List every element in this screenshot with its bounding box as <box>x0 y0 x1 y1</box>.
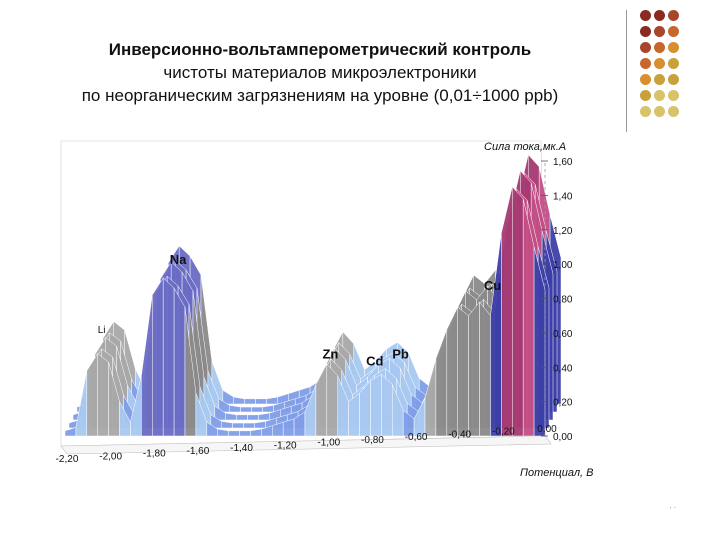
decorative-dot <box>668 74 679 85</box>
slide-title: Инверсионно-вольтамперометрический контр… <box>108 40 532 59</box>
surface-segment <box>255 398 267 405</box>
surface-segment <box>97 352 109 437</box>
chart-floor <box>60 435 552 455</box>
decorative-dot <box>640 74 651 85</box>
x-tick-label: -0,80 <box>361 435 384 446</box>
y-tick-label: 1,00 <box>553 260 573 271</box>
surface-segment <box>326 363 338 437</box>
y-tick-label: 0,00 <box>553 432 573 443</box>
peak-label-cu: Cu <box>484 278 501 293</box>
surface-segment <box>240 406 252 413</box>
surface-segment <box>232 422 244 429</box>
decorative-dot <box>654 26 665 37</box>
corner-mark: . . <box>669 501 676 510</box>
voltammetry-chart: 0,00 0,20 0,40 0,60 0,80 1,00 1,20 1,40 1,60 -2,… <box>56 140 593 479</box>
surface-segment <box>479 301 491 437</box>
decorative-dot <box>640 42 651 53</box>
y-axis-label: Сила тока,мк.А <box>484 141 566 153</box>
decorative-dot <box>668 42 679 53</box>
decorative-dot <box>654 42 665 53</box>
x-tick-label: -0,40 <box>448 429 471 440</box>
surface-segment <box>236 414 248 421</box>
decorative-dot <box>640 26 651 37</box>
surface-segment <box>251 406 263 413</box>
x-tick-label: -0,60 <box>405 432 428 443</box>
decorative-dot <box>668 90 679 101</box>
x-tick-label: -1,60 <box>187 446 210 457</box>
peak-annotations: Li Na Zn Cd Pb Cu <box>98 252 502 368</box>
decorative-dot <box>668 58 679 69</box>
x-axis: -2,20 -2,00 -1,80 -1,60 -1,40 -1,20 -1,00 -0,80… <box>56 424 558 465</box>
x-tick-label: -1,00 <box>317 438 340 449</box>
surface-segment <box>239 430 251 437</box>
x-tick-label: -1,20 <box>274 440 297 451</box>
peak-label-zn: Zn <box>322 347 338 362</box>
surface-segment <box>228 430 240 437</box>
x-tick-label: -1,40 <box>230 443 253 454</box>
decorative-dot <box>654 58 665 69</box>
chart-surface <box>64 154 562 437</box>
y-tick-label: 0,60 <box>553 329 573 340</box>
y-tick-label: 1,60 <box>553 157 573 168</box>
peak-label-li: Li <box>98 325 106 336</box>
decorative-dot <box>654 74 665 85</box>
decorative-dot <box>640 90 651 101</box>
decorative-dot <box>668 26 679 37</box>
decorative-dot <box>654 10 665 21</box>
x-tick-label: 0,00 <box>537 424 557 435</box>
y-tick-label: 0,20 <box>553 398 573 409</box>
y-axis: 0,00 0,20 0,40 0,60 0,80 1,00 1,20 1,40 1,60 <box>541 157 573 443</box>
peak-label-pb: Pb <box>392 347 409 362</box>
surface-segment <box>457 306 469 437</box>
decorative-dot <box>654 106 665 117</box>
slide-subtitle-line-1: чистоты материалов микроэлектроники <box>163 63 477 82</box>
surface-segment <box>512 186 524 437</box>
x-tick-label: -2,20 <box>56 454 79 465</box>
surface-segment <box>370 373 382 437</box>
surface-segment <box>243 422 255 429</box>
peak-label-cd: Cd <box>366 354 383 369</box>
x-tick-label: -1,80 <box>143 449 166 460</box>
decorative-dot <box>668 10 679 21</box>
surface-segment <box>468 301 480 437</box>
x-axis-label: Потенциал, В <box>520 467 593 479</box>
decorative-divider <box>626 10 627 132</box>
slide-subtitle-line-2: по неорганическим загрязнениям на уровне… <box>81 86 559 105</box>
surface-segment <box>446 306 458 437</box>
x-tick-label: -2,00 <box>99 451 122 462</box>
surface-segment <box>244 398 256 405</box>
y-tick-label: 1,20 <box>553 226 573 237</box>
surface-segment <box>381 373 393 437</box>
surface-segment <box>162 277 175 437</box>
decorative-dot <box>640 10 651 21</box>
surface-segment <box>247 414 259 421</box>
y-tick-label: 1,40 <box>553 191 573 202</box>
y-tick-label: 0,80 <box>553 295 573 306</box>
x-tick-label: -0,20 <box>492 427 515 438</box>
peak-label-na: Na <box>170 252 187 267</box>
surface-segment <box>152 277 164 437</box>
decorative-dot <box>668 106 679 117</box>
surface-segment <box>173 287 186 437</box>
decorative-dot <box>640 58 651 69</box>
y-tick-label: 0,40 <box>553 363 573 374</box>
decorative-dot <box>654 90 665 101</box>
decorative-dot <box>640 106 651 117</box>
